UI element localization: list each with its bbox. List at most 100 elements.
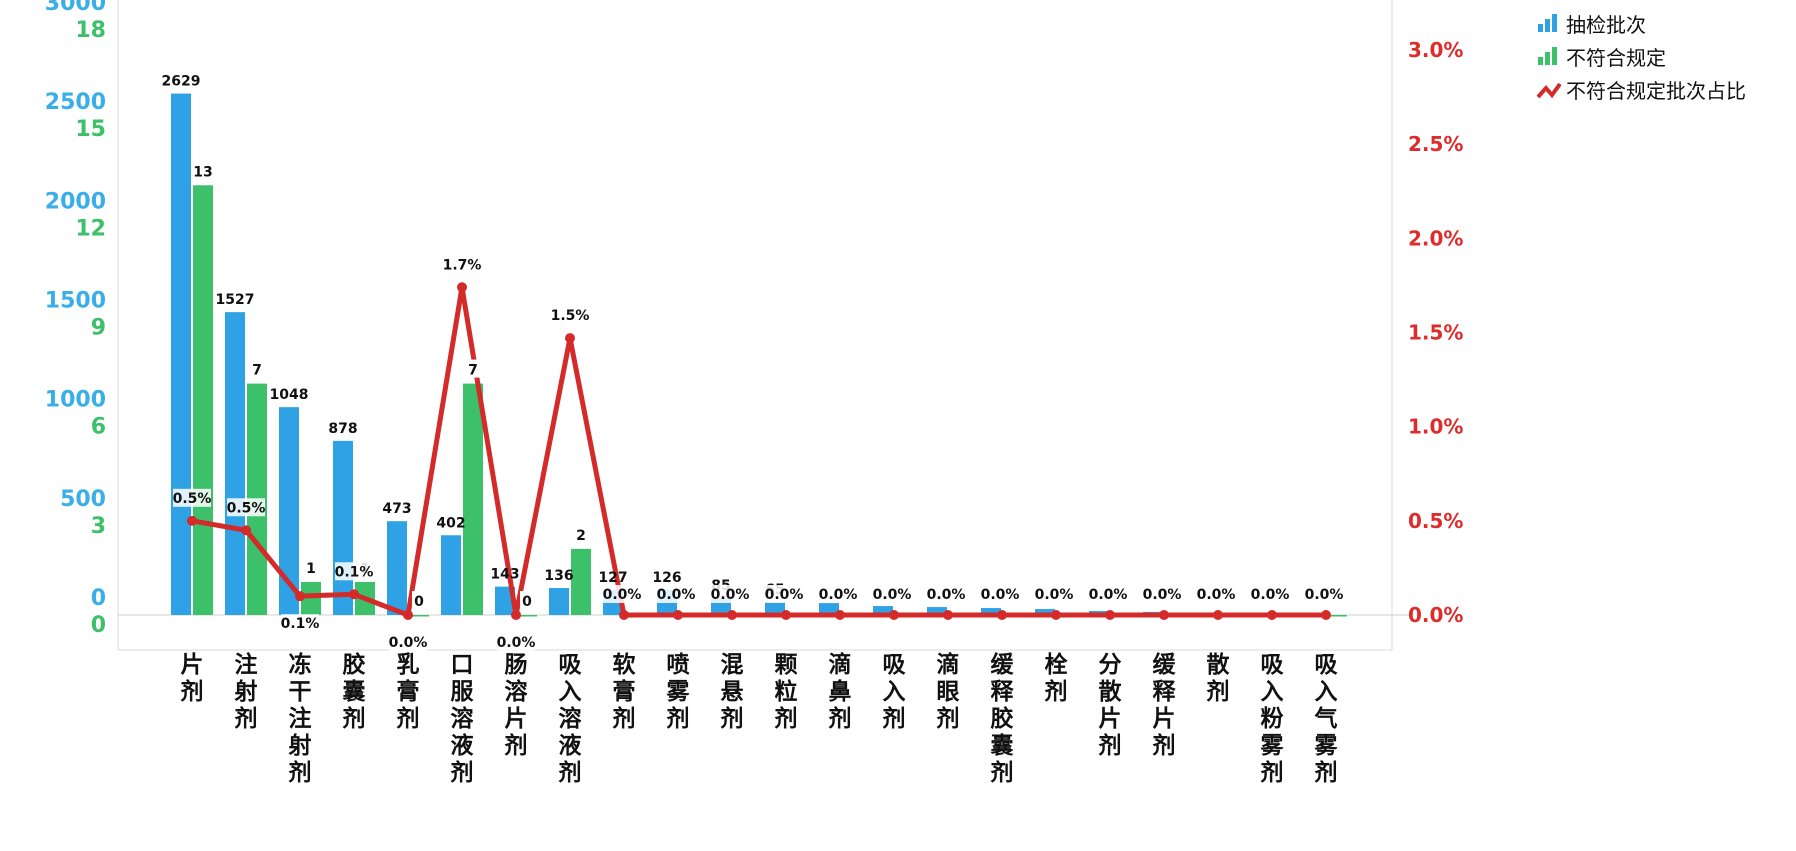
label-bg-nonconforming	[520, 591, 536, 609]
category-label: 软膏剂	[613, 651, 636, 732]
left-tick-label-b: 9	[91, 316, 106, 341]
ratio-line-layer	[187, 282, 1331, 620]
ratio-label: 0.0%	[1197, 587, 1236, 603]
bar-inspected	[873, 606, 893, 615]
ratio-label-bg	[657, 585, 695, 603]
ratio-point	[1105, 610, 1115, 620]
ratio-point	[997, 610, 1007, 620]
label-inspected: 473	[382, 501, 411, 517]
ratio-label: 0.0%	[873, 587, 912, 603]
ratio-label-bg	[551, 306, 589, 325]
ratio-point	[1159, 610, 1169, 620]
label-inspected: 143	[490, 567, 519, 583]
ratio-label-bg	[173, 488, 211, 507]
ratio-label: 0.0%	[389, 635, 428, 651]
left-tick-label-b: 12	[75, 216, 106, 241]
ratio-point	[943, 610, 953, 620]
ratio-point	[889, 610, 899, 620]
ratio-label: 0.0%	[497, 635, 536, 651]
bar-icon	[1545, 19, 1550, 32]
ratio-label: 0.0%	[1305, 587, 1344, 603]
category-label: 吸入气雾剂	[1314, 652, 1339, 786]
ratio-point	[1213, 610, 1223, 620]
bar-inspected	[441, 535, 461, 615]
ratio-point	[511, 610, 521, 620]
bar-nonconforming	[409, 615, 429, 617]
bar-inspected	[765, 602, 785, 615]
ratio-label: 0.0%	[1089, 587, 1128, 603]
label-inspected: 1527	[216, 292, 255, 308]
ratio-label: 0.0%	[1035, 587, 1074, 603]
bars-layer	[171, 93, 1347, 617]
category-label: 混悬剂	[721, 652, 744, 732]
bar-icon	[1552, 47, 1557, 65]
category-label: 注射剂	[234, 651, 258, 732]
label-nonconforming: 0	[414, 594, 424, 610]
category-label: 口服溶液剂	[451, 652, 475, 786]
ratio-label: 0.0%	[1143, 587, 1182, 603]
ratio-point	[619, 610, 629, 620]
category-label: 散剂	[1207, 652, 1230, 705]
ratio-label: 1.7%	[443, 257, 482, 273]
bar-icon	[1545, 52, 1550, 65]
ratio-label: 0.5%	[227, 500, 266, 516]
left-tick-label-a: 3000	[45, 0, 106, 16]
label-nonconforming: 2	[576, 528, 586, 544]
ratio-label: 0.0%	[603, 587, 642, 603]
bar-icon	[1538, 57, 1543, 65]
ratio-point	[565, 333, 575, 344]
ratio-point	[457, 282, 467, 293]
ratio-label: 1.5%	[551, 308, 590, 324]
ratio-label-bg	[389, 633, 427, 651]
ratio-label-bg	[1197, 585, 1235, 603]
label-inspected: 1048	[270, 387, 309, 403]
ratio-label: 0.1%	[281, 616, 320, 632]
left-tick-label-b: 6	[91, 415, 106, 440]
ratio-label-bg	[1305, 585, 1343, 603]
left-tick-label-a: 2000	[45, 189, 106, 214]
ratio-point	[727, 610, 737, 620]
left-tick-label-b: 15	[75, 117, 106, 142]
right-tick-label: 3.0%	[1408, 38, 1463, 62]
bar-nonconforming	[193, 185, 213, 615]
legend-label: 不符合规定批次占比	[1566, 79, 1746, 103]
category-label: 胶囊剂	[343, 651, 366, 732]
ratio-point	[187, 515, 197, 526]
ratio-label-bg	[335, 562, 373, 581]
bar-inspected	[819, 603, 839, 615]
bar-icon	[1552, 14, 1557, 32]
category-label: 缓释片剂	[1153, 651, 1177, 759]
label-nonconforming: 7	[468, 363, 478, 379]
ratio-line	[191, 284, 1326, 618]
ratio-point	[241, 525, 251, 536]
category-label: 乳膏剂	[397, 651, 420, 732]
bar-nonconforming	[517, 615, 537, 617]
ratio-point	[1321, 610, 1331, 620]
label-nonconforming: 0	[522, 594, 532, 610]
label-inspected: 2629	[162, 74, 201, 90]
bar-inspected	[387, 521, 407, 615]
category-label: 吸入粉雾剂	[1261, 652, 1285, 786]
left-tick-label-a: 0	[91, 586, 106, 611]
legend-item: 抽检批次	[1538, 13, 1646, 37]
right-tick-label: 0.0%	[1408, 603, 1463, 627]
ratio-label: 0.0%	[819, 587, 858, 603]
legend-item: 不符合规定	[1538, 46, 1666, 70]
ratio-label: 0.0%	[711, 587, 750, 603]
category-label: 分散片剂	[1099, 652, 1122, 759]
ratio-point	[835, 610, 845, 620]
axes-layer: 05001000150020002500300003691215180.0%0.…	[45, 0, 1463, 651]
category-label: 颗粒剂	[775, 652, 798, 732]
ratio-label-bg	[227, 498, 265, 517]
ratio-point	[781, 610, 791, 620]
ratio-point	[1051, 610, 1061, 620]
ratio-label-bg	[1035, 585, 1073, 603]
bar-inspected	[927, 607, 947, 615]
category-label: 滴眼剂	[937, 651, 960, 732]
label-inspected: 126	[652, 570, 681, 586]
bar-inspected	[333, 440, 353, 615]
label-nonconforming: 7	[252, 363, 262, 379]
legend-item: 不符合规定批次占比	[1536, 79, 1746, 103]
